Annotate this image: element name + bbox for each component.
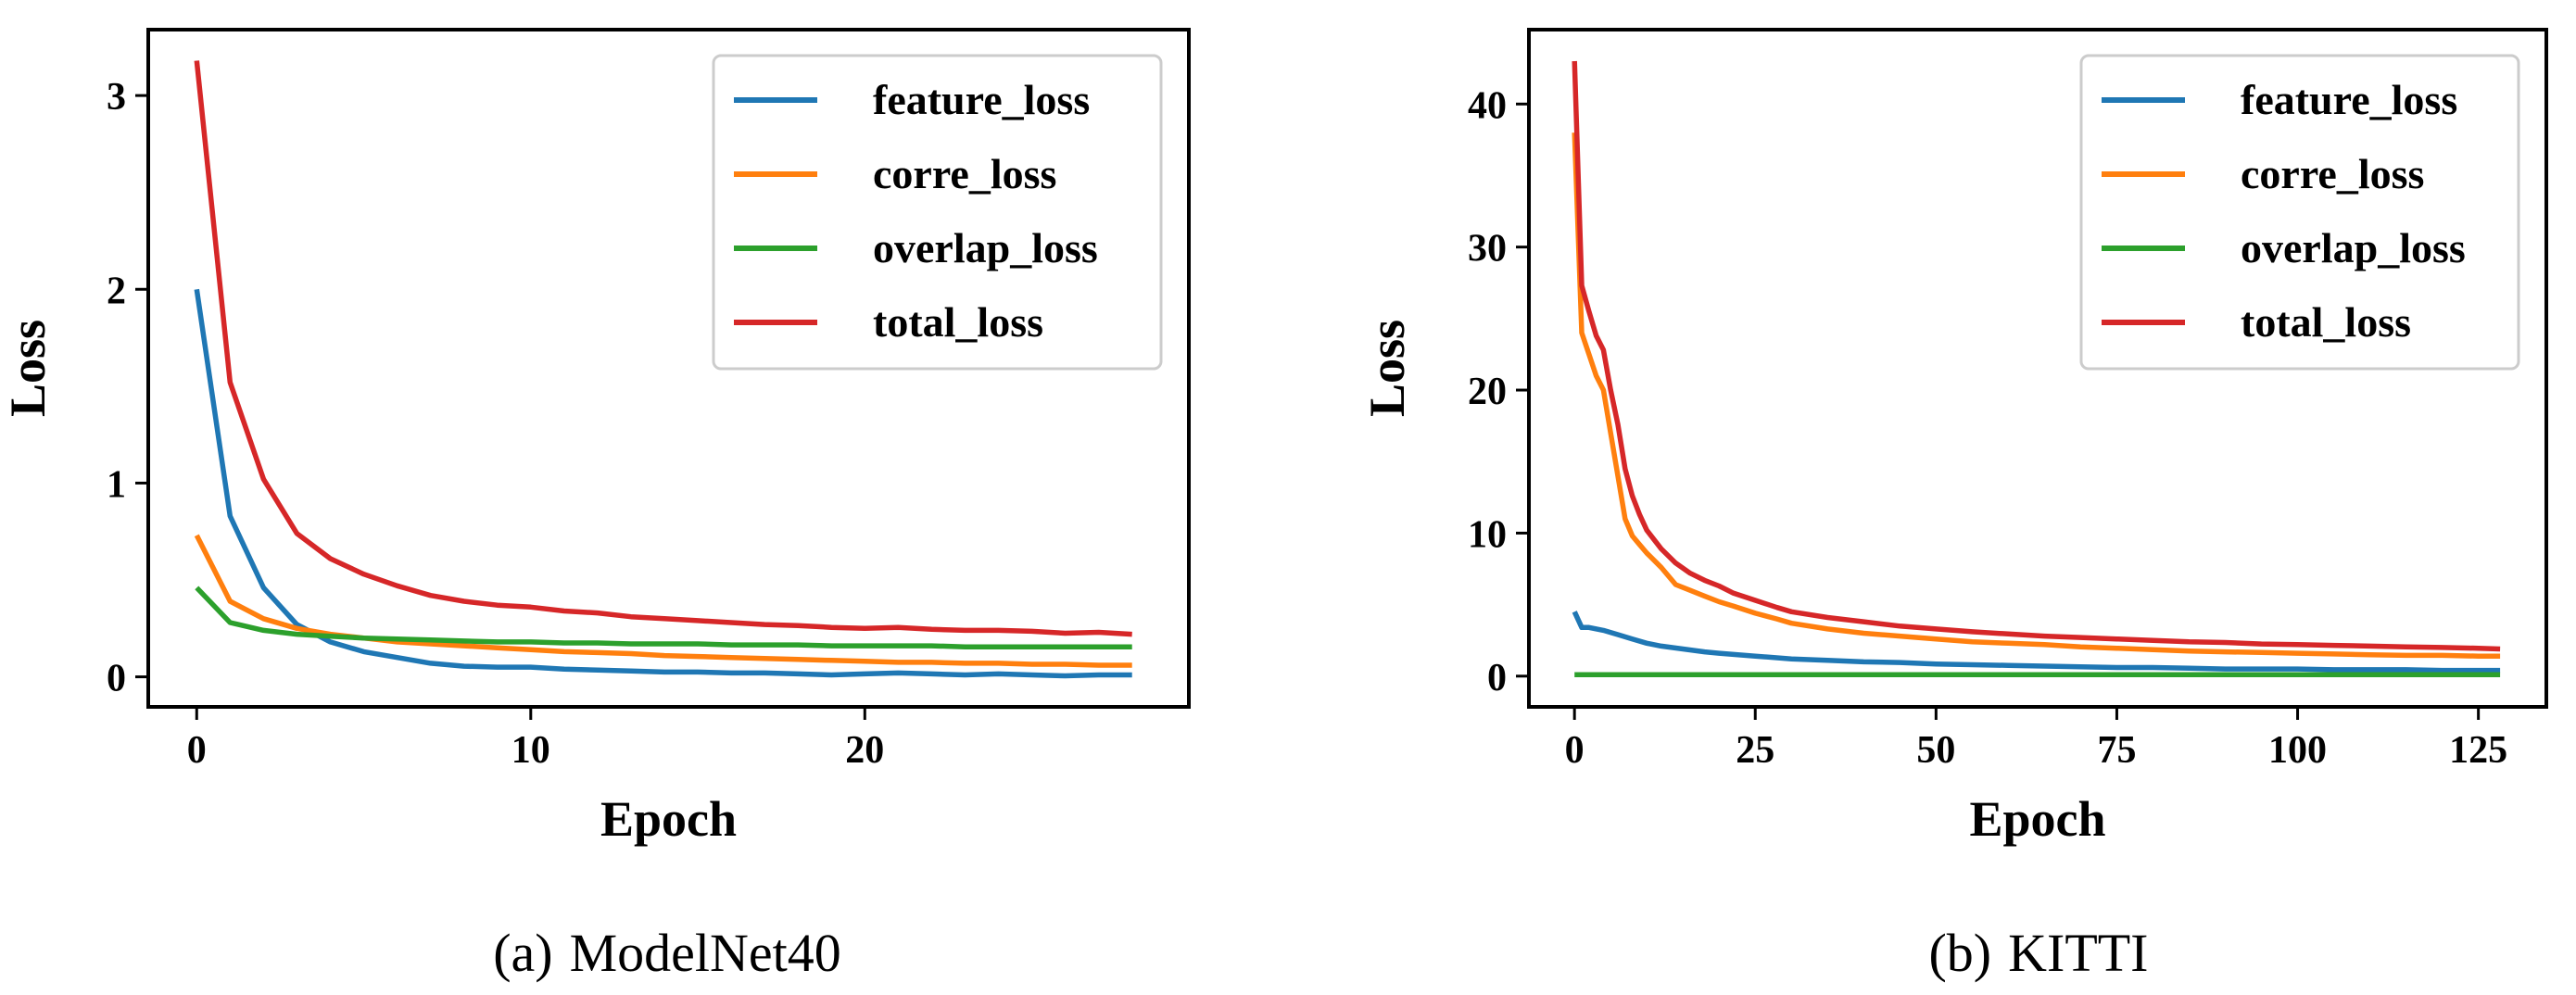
y-tick-label: 30 (1468, 228, 1507, 271)
x-tick-label: 10 (511, 729, 550, 772)
legend: feature_loss corre_loss overlap_loss total_… (2079, 54, 2520, 371)
legend-label-feature-loss: feature_loss (873, 76, 1090, 123)
y-axis-label: Loss (0, 320, 56, 417)
x-tick-label: 75 (2097, 729, 2136, 772)
caption-kitti: (b) KITTI (1928, 923, 2148, 983)
legend: feature_loss corre_loss overlap_loss total_… (712, 54, 1163, 371)
y-tick-label: 1 (107, 463, 126, 506)
legend-box (2079, 54, 2520, 371)
chart-kitti: 0 25 50 75 100 125 0 10 20 30 40 Epoch Loss feature_l… (1359, 28, 2548, 983)
y-axis-label: Loss (1359, 320, 1415, 417)
x-tick-label: 0 (1565, 729, 1585, 772)
y-tick-label: 0 (1487, 657, 1507, 699)
series-line-feature-loss (1572, 611, 2501, 674)
series-line-total-loss (1572, 60, 2501, 652)
legend-label-overlap-loss: overlap_loss (873, 224, 1098, 271)
y-tick-label: 3 (107, 76, 126, 119)
series-line-total-loss (194, 60, 1132, 637)
caption-tag: (b) (1928, 923, 1991, 983)
chart-modelnet40: 0 10 20 0 1 2 3 Epoch Loss feature_loss corre_loss… (0, 28, 1191, 983)
x-tick-label: 50 (1916, 729, 1955, 772)
y-tick-label: 20 (1468, 371, 1507, 413)
y-tick-label: 10 (1468, 513, 1507, 556)
x-axis-label: Epoch (600, 791, 737, 847)
y-tick-label: 2 (107, 270, 126, 312)
series-line-feature-loss (194, 288, 1132, 679)
legend-label-corre-loss: corre_loss (2241, 150, 2424, 197)
y-tick-label: 40 (1468, 84, 1507, 127)
legend-label-total-loss: total_loss (873, 298, 1043, 346)
caption-text: ModelNet40 (570, 923, 841, 983)
x-tick-label: 0 (187, 729, 207, 772)
series-line-overlap-loss (195, 586, 1132, 649)
legend-box (712, 54, 1163, 371)
legend-label-corre-loss: corre_loss (873, 150, 1056, 197)
axes-frame (1527, 28, 2548, 709)
x-tick-label: 125 (2449, 729, 2507, 772)
caption-modelnet40: (a) ModelNet40 (493, 923, 841, 983)
x-tick-label: 20 (845, 729, 884, 772)
series-line-corre-loss (1572, 132, 2501, 659)
caption-text: KITTI (2008, 923, 2148, 983)
x-axis-label: Epoch (1969, 791, 2105, 847)
x-tick-label: 100 (2268, 729, 2327, 772)
axes-frame (146, 28, 1191, 709)
x-tick-label: 25 (1736, 729, 1774, 772)
y-tick-label: 0 (107, 658, 126, 700)
legend-label-total-loss: total_loss (2241, 298, 2411, 346)
legend-label-feature-loss: feature_loss (2241, 76, 2457, 123)
legend-label-overlap-loss: overlap_loss (2241, 224, 2466, 271)
caption-tag: (a) (493, 923, 552, 983)
